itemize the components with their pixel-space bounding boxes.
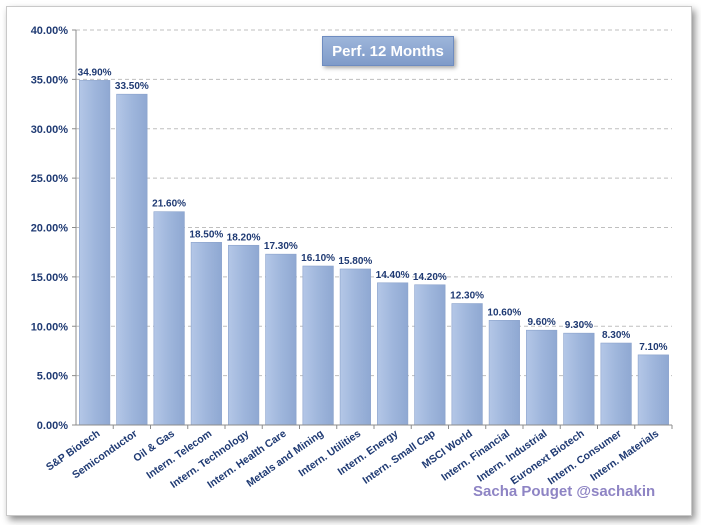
chart-title: Perf. 12 Months <box>322 36 454 66</box>
data-label: 14.40% <box>376 270 410 281</box>
bar <box>265 253 297 426</box>
data-label: 15.80% <box>338 256 372 267</box>
y-tick-label: 0.00% <box>37 420 68 432</box>
bar <box>526 329 558 426</box>
y-tick-label: 5.00% <box>37 371 68 383</box>
author-credit: Sacha Pouget @sachakin <box>473 483 656 500</box>
data-label: 8.30% <box>602 330 630 341</box>
data-label: 33.50% <box>115 81 149 92</box>
bar <box>190 242 222 426</box>
bar <box>339 268 371 426</box>
data-label: 12.30% <box>450 291 484 302</box>
y-tick-label: 30.00% <box>31 124 69 136</box>
bar <box>414 284 446 426</box>
data-label: 9.30% <box>565 320 593 331</box>
data-labels: 34.90%33.50% 21.60% 18.50% 18.20%17.30%16.1… <box>78 67 668 353</box>
bar <box>488 320 520 426</box>
data-label: 17.30% <box>264 241 298 252</box>
bar <box>228 244 260 426</box>
data-label: 18.20% <box>227 232 261 243</box>
data-label: 18.50% <box>189 229 223 240</box>
data-label: 7.10% <box>639 342 667 353</box>
x-category-label: Semiconductor <box>70 428 139 482</box>
data-label: 14.20% <box>413 272 447 283</box>
bars <box>79 80 669 426</box>
bar <box>377 282 409 426</box>
bar <box>563 332 595 426</box>
data-label: 21.60% <box>152 199 186 210</box>
data-label: 9.60% <box>527 317 555 328</box>
data-label: 16.10% <box>301 253 335 264</box>
bar <box>600 342 632 426</box>
y-tick-label: 40.00% <box>31 25 69 37</box>
bar <box>637 354 669 426</box>
y-tick-label: 35.00% <box>31 74 69 86</box>
data-label: 34.90% <box>78 67 112 78</box>
y-axis-ticks: 0.00% 5.00% 10.00% 15.00% 20.00% 25.00% 30.00%… <box>31 25 76 432</box>
y-tick-label: 20.00% <box>31 223 69 235</box>
y-tick-label: 15.00% <box>31 272 69 284</box>
y-tick-label: 10.00% <box>31 321 69 333</box>
y-tick-label: 25.00% <box>31 173 69 185</box>
bar <box>302 265 334 426</box>
bar <box>116 93 148 426</box>
data-label: 10.60% <box>487 307 521 318</box>
x-category-label: Intern. Materials <box>588 428 661 484</box>
bar <box>153 211 185 426</box>
bar <box>451 303 483 426</box>
bar <box>79 80 111 426</box>
